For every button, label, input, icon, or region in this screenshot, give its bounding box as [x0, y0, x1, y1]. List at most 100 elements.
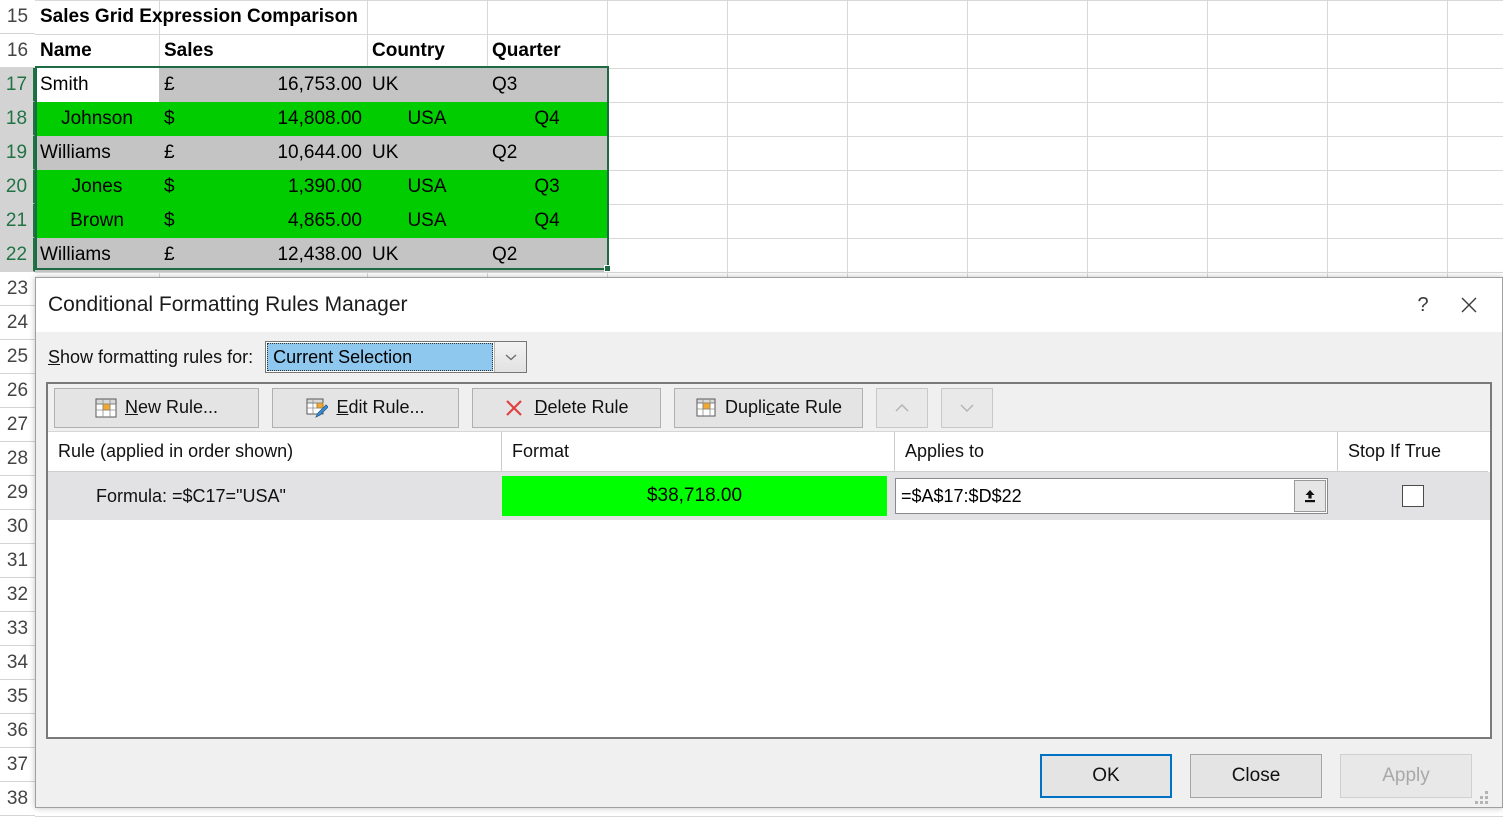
rules-panel: New Rule... Edit Rule... — [46, 382, 1492, 739]
rules-toolbar: New Rule... Edit Rule... — [48, 384, 1490, 432]
cell-header-quarter[interactable]: Quarter — [487, 34, 607, 68]
row-header-27[interactable]: 27 — [0, 408, 35, 442]
cell-quarter[interactable]: Q4 — [487, 102, 607, 136]
new-rule-icon — [95, 398, 117, 418]
cell-country[interactable]: UK — [367, 238, 487, 272]
cell-header-name[interactable]: Name — [35, 34, 159, 68]
cell-quarter[interactable]: Q2 — [487, 136, 607, 170]
cell-title[interactable]: Sales Grid Expression Comparison — [35, 0, 595, 34]
show-rules-label: Show formatting rules for: — [48, 347, 253, 368]
column-header-rule: Rule (applied in order shown) — [48, 432, 502, 472]
delete-icon — [504, 398, 526, 418]
row-header-16[interactable]: 16 — [0, 34, 35, 68]
cell-country[interactable]: USA — [367, 170, 487, 204]
dialog-title: Conditional Formatting Rules Manager — [48, 293, 1400, 317]
cell-name[interactable]: Brown — [35, 204, 159, 238]
cell-quarter[interactable]: Q4 — [487, 204, 607, 238]
ok-button[interactable]: OK — [1040, 754, 1172, 798]
dialog-footer: OK Close Apply — [46, 745, 1492, 807]
stop-if-true-checkbox[interactable] — [1402, 485, 1424, 507]
cell-sales[interactable]: £16,753.00 — [159, 68, 367, 102]
row-header-34[interactable]: 34 — [0, 646, 35, 680]
close-icon[interactable] — [1446, 285, 1492, 325]
cell-quarter[interactable]: Q2 — [487, 238, 607, 272]
cell-sales[interactable]: $1,390.00 — [159, 170, 367, 204]
cell-name[interactable]: Jones — [35, 170, 159, 204]
row-header-36[interactable]: 36 — [0, 714, 35, 748]
duplicate-rule-button[interactable]: Duplicate Rule — [674, 388, 863, 428]
cell-country[interactable]: USA — [367, 204, 487, 238]
show-rules-value[interactable]: Current Selection — [267, 343, 493, 371]
row-header-24[interactable]: 24 — [0, 306, 35, 340]
rules-list-empty-area[interactable] — [48, 520, 1490, 737]
chevron-down-icon[interactable] — [494, 342, 526, 372]
edit-rule-button[interactable]: Edit Rule... — [272, 388, 459, 428]
cell-header-sales[interactable]: Sales — [159, 34, 367, 68]
cell-header-country[interactable]: Country — [367, 34, 487, 68]
row-header-25[interactable]: 25 — [0, 340, 35, 374]
row-header-18[interactable]: 18 — [0, 102, 35, 136]
close-button[interactable]: Close — [1190, 754, 1322, 798]
help-icon[interactable]: ? — [1400, 285, 1446, 325]
cell-sales[interactable]: £10,644.00 — [159, 136, 367, 170]
range-picker-icon[interactable] — [1294, 480, 1326, 512]
column-header-stop-if-true: Stop If True — [1338, 432, 1488, 472]
fill-handle[interactable] — [604, 265, 611, 272]
cell-name[interactable]: Williams — [35, 238, 159, 272]
dialog-title-bar: Conditional Formatting Rules Manager ? — [36, 278, 1502, 332]
row-header-38[interactable]: 38 — [0, 782, 35, 816]
row-header-28[interactable]: 28 — [0, 442, 35, 476]
rules-column-headers: Rule (applied in order shown) Format App… — [48, 432, 1490, 472]
cell-country[interactable]: UK — [367, 136, 487, 170]
duplicate-rule-label: Duplicate Rule — [725, 397, 842, 418]
cell-name[interactable]: Williams — [35, 136, 159, 170]
row-header-33[interactable]: 33 — [0, 612, 35, 646]
cell-sales[interactable]: $4,865.00 — [159, 204, 367, 238]
new-rule-label: New Rule... — [125, 397, 218, 418]
row-header-37[interactable]: 37 — [0, 748, 35, 782]
applies-to-field[interactable] — [895, 478, 1328, 514]
move-rule-down-button[interactable] — [941, 388, 993, 428]
row-header-31[interactable]: 31 — [0, 544, 35, 578]
row-header-29[interactable]: 29 — [0, 476, 35, 510]
row-header-22[interactable]: 22 — [0, 238, 35, 272]
cell-country[interactable]: UK — [367, 68, 487, 102]
row-header-35[interactable]: 35 — [0, 680, 35, 714]
row-header-21[interactable]: 21 — [0, 204, 35, 238]
row-header-20[interactable]: 20 — [0, 170, 35, 204]
rule-format-cell[interactable]: $38,718.00 — [502, 472, 895, 520]
row-header-19[interactable]: 19 — [0, 136, 35, 170]
cell-name[interactable]: Johnson — [35, 102, 159, 136]
rule-description[interactable]: Formula: =$C17="USA" — [48, 472, 502, 520]
applies-to-input[interactable] — [896, 479, 1293, 513]
row-header-30[interactable]: 30 — [0, 510, 35, 544]
show-rules-row: Show formatting rules for: Current Selec… — [46, 332, 1492, 382]
show-rules-select[interactable]: Current Selection — [265, 341, 527, 373]
table-row[interactable]: Formula: =$C17="USA" $38,718.00 — [48, 472, 1490, 520]
row-header-26[interactable]: 26 — [0, 374, 35, 408]
move-rule-up-button[interactable] — [876, 388, 928, 428]
cell-sales[interactable]: $14,808.00 — [159, 102, 367, 136]
new-rule-button[interactable]: New Rule... — [54, 388, 259, 428]
rule-applies-to-cell — [895, 472, 1338, 520]
duplicate-rule-icon — [695, 398, 717, 418]
format-preview[interactable]: $38,718.00 — [502, 476, 887, 516]
cell-quarter[interactable]: Q3 — [487, 68, 607, 102]
dialog-body: Show formatting rules for: Current Selec… — [36, 332, 1502, 807]
edit-rule-label: Edit Rule... — [336, 397, 424, 418]
cell-name[interactable]: Smith — [35, 68, 159, 102]
row-header-23[interactable]: 23 — [0, 272, 35, 306]
row-header-32[interactable]: 32 — [0, 578, 35, 612]
cell-quarter[interactable]: Q3 — [487, 170, 607, 204]
conditional-formatting-rules-manager-dialog: Conditional Formatting Rules Manager ? S… — [35, 277, 1503, 808]
delete-rule-button[interactable]: Delete Rule — [472, 388, 661, 428]
delete-rule-label: Delete Rule — [534, 397, 628, 418]
column-header-applies-to: Applies to — [895, 432, 1338, 472]
resize-grip[interactable] — [1474, 790, 1488, 804]
cell-country[interactable]: USA — [367, 102, 487, 136]
row-header-15[interactable]: 15 — [0, 0, 35, 34]
cell-sales[interactable]: £12,438.00 — [159, 238, 367, 272]
row-header-17[interactable]: 17 — [0, 68, 35, 102]
apply-button: Apply — [1340, 754, 1472, 798]
